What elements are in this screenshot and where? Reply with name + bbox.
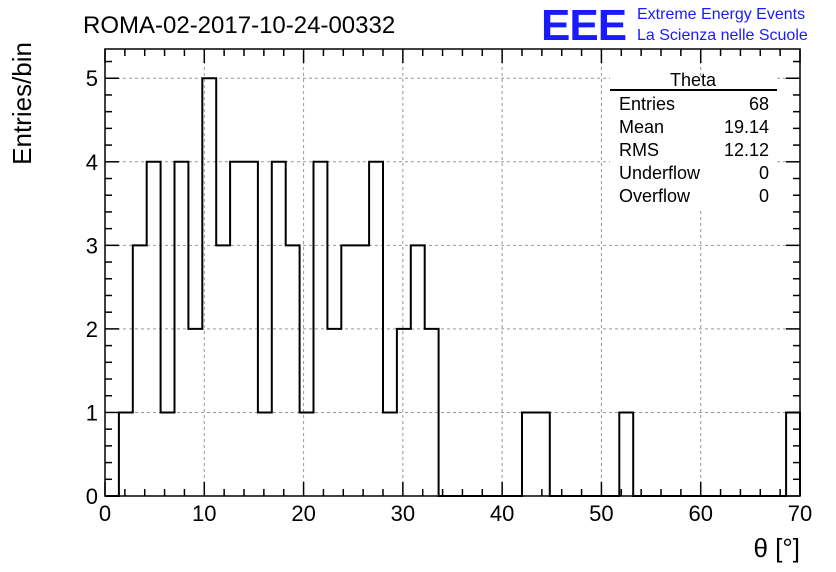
stats-label: Mean (619, 117, 664, 137)
stats-rows: Entries 68 Mean 19.14 RMS 12.12 Underflow 0 Over… (619, 94, 769, 206)
stats-box-background (610, 76, 777, 210)
histogram-bin (133, 245, 147, 496)
stats-value: 0 (759, 186, 769, 206)
stats-value: 19.14 (724, 117, 769, 137)
histogram-bin (119, 412, 133, 496)
x-tick-label: 10 (192, 501, 216, 526)
y-tick-label: 2 (86, 317, 98, 342)
y-tick-label: 0 (86, 484, 98, 509)
axis-ticks (104, 49, 801, 497)
x-axis-title: θ [°] (753, 533, 800, 563)
stats-value: 68 (749, 94, 769, 114)
y-tick-label: 5 (86, 66, 98, 91)
histogram-bin (286, 245, 300, 496)
histogram-bin (383, 412, 397, 496)
logo-line-1: Extreme Energy Events (637, 6, 805, 23)
y-tick-label: 3 (86, 233, 98, 258)
x-tick-label: 60 (688, 501, 712, 526)
x-tick-label: 50 (589, 501, 613, 526)
chart-title: ROMA-02-2017-10-24-00332 (83, 12, 395, 39)
stats-label: Entries (619, 94, 675, 114)
x-tick-label: 30 (391, 501, 415, 526)
x-tick-label: 40 (490, 501, 514, 526)
histogram-outline (105, 77, 801, 497)
histogram-bin (216, 245, 230, 496)
stats-value: 0 (759, 163, 769, 183)
stats-label: Underflow (619, 163, 701, 183)
histogram-bin (536, 412, 550, 496)
x-tick-label: 70 (788, 501, 812, 526)
histogram-bin (522, 412, 536, 496)
eee-logo: EEE Extreme Energy Events La Scienza nel… (541, 1, 808, 50)
x-tick-label: 0 (99, 501, 111, 526)
y-tick-label: 4 (86, 150, 98, 175)
histogram-bin (355, 245, 369, 496)
logo-mark: EEE (541, 1, 626, 50)
histogram-bin (397, 329, 411, 496)
histogram-bin (175, 162, 189, 496)
histogram-bin (300, 412, 314, 496)
stats-label: Overflow (619, 186, 691, 206)
histogram-bin (786, 412, 800, 496)
logo-line-2: La Scienza nelle Scuole (637, 27, 808, 44)
histogram-bin (258, 412, 272, 496)
histogram-bin (619, 412, 633, 496)
stats-title: Theta (670, 70, 717, 90)
y-axis-title: Entries/bin (7, 42, 37, 165)
tick-labels: 0 10 20 30 40 50 60 70 0 1 2 3 4 5 (86, 66, 812, 526)
stats-label: RMS (619, 140, 659, 160)
histogram-bin (161, 412, 175, 496)
stats-value: 12.12 (724, 140, 769, 160)
x-tick-label: 20 (291, 501, 315, 526)
histogram-bin (411, 245, 425, 496)
stats-box: Theta Entries 68 Mean 19.14 RMS 12.12 Underflo… (610, 70, 777, 210)
y-tick-label: 1 (86, 400, 98, 425)
histogram-bin (341, 245, 355, 496)
